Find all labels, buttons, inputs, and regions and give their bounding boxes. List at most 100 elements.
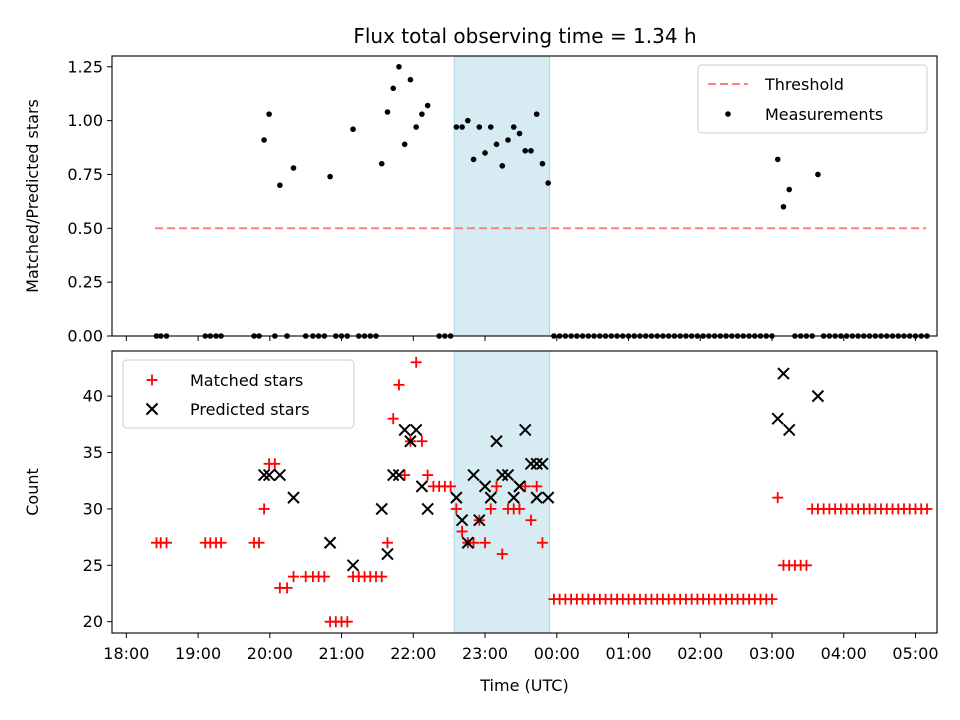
predicted-star-point [375, 502, 388, 516]
counts-y-label: Count [23, 468, 42, 516]
y-tick-label: 40 [83, 387, 103, 406]
predicted-star-point [387, 468, 400, 482]
x-tick-label: 00:00 [534, 644, 580, 663]
predicted-star-point [398, 423, 411, 437]
matched-star-point [445, 480, 457, 492]
measurement-point [476, 124, 483, 130]
matched-star-point [536, 537, 548, 549]
measurement-point [261, 137, 267, 143]
predicted-star-point [404, 435, 417, 448]
predicted-star-point [771, 412, 784, 425]
measurement-point [815, 171, 821, 178]
matched-star-point [496, 548, 508, 560]
legend-threshold-label: Threshold [764, 75, 844, 94]
counts-y-ticks: 20 25 30 35 40 [83, 387, 112, 631]
measurement-point [413, 124, 419, 130]
ratio-panel: 0.00 0.25 0.50 0.75 1.00 1.25 Matched/Predict… [23, 55, 938, 346]
matched-star-point [456, 525, 468, 537]
matched-star-point [468, 537, 480, 549]
matched-star-point [766, 593, 778, 605]
matched-star-point [376, 571, 388, 583]
y-tick-label: 30 [83, 499, 103, 518]
matched-star-point [253, 537, 265, 549]
matched-star-point [258, 503, 270, 515]
matched-star-point [410, 356, 422, 368]
x-tick-label: 20:00 [247, 644, 293, 663]
measurement-point [528, 147, 534, 154]
y-tick-label: 1.00 [67, 111, 103, 130]
predicted-star-point [450, 491, 463, 504]
predicted-star-point [346, 559, 360, 572]
measurement-point [390, 85, 397, 92]
predicted-star-point [467, 468, 480, 482]
x-tick-label: 23:00 [462, 644, 508, 663]
measurement-point [493, 141, 500, 148]
measurement-point [545, 180, 551, 186]
measurement-point [482, 150, 488, 156]
matched-star-point [479, 537, 491, 549]
measurement-point [277, 182, 283, 189]
predicted-star-point [473, 513, 486, 527]
ratio-y-label: Matched/Predicted stars [23, 99, 42, 293]
matched-star-point [399, 469, 411, 481]
matched-star-point [318, 571, 330, 583]
matched-star-points [150, 356, 933, 628]
measurement-point [465, 117, 471, 124]
predicted-star-point [524, 457, 538, 471]
measurement-point [350, 126, 356, 133]
matched-star-point [519, 480, 531, 492]
measurement-point [424, 102, 431, 109]
measurement-point [453, 124, 460, 130]
measurement-point [401, 141, 408, 148]
predicted-star-point [783, 423, 796, 437]
matched-star-point [491, 480, 503, 492]
ratio-legend-box [697, 64, 928, 134]
measurement-point [487, 124, 494, 130]
predicted-star-point [461, 536, 475, 549]
matched-star-point [513, 503, 525, 515]
ratio-axes-frame [111, 55, 938, 337]
matched-star-point [485, 503, 497, 515]
predicted-star-point [287, 491, 300, 504]
y-tick-label: 25 [83, 556, 103, 575]
measurement-point [510, 124, 517, 130]
predicted-star-point [490, 435, 503, 448]
predicted-star-point [530, 457, 543, 471]
x-tick-label: 19:00 [175, 644, 221, 663]
matched-star-point [450, 503, 462, 515]
predicted-star-point [496, 468, 509, 482]
counts-panel: 20 25 30 35 40 18:00 19:00 20:00 21:00 22:00 23:0… [23, 350, 939, 695]
predicted-star-point [421, 502, 434, 516]
matched-star-point [772, 492, 784, 504]
measurement-point [384, 109, 391, 115]
predicted-star-point [484, 491, 497, 504]
predicted-star-point [478, 480, 492, 493]
matched-star-point [525, 514, 537, 526]
measurement-point [774, 156, 781, 163]
y-tick-label: 0.00 [67, 327, 103, 346]
measurement-point [516, 130, 523, 137]
y-tick-label: 0.25 [67, 273, 103, 292]
measurement-point [266, 111, 272, 117]
observing-window-highlight-counts [453, 350, 551, 634]
predicted-star-point [455, 513, 469, 527]
measurement-point [459, 124, 465, 130]
predicted-star-point [777, 367, 790, 380]
measurement-point [780, 203, 787, 210]
predicted-star-point [507, 491, 520, 504]
measurement-point [407, 76, 414, 83]
matched-star-point [288, 571, 299, 583]
predicted-star-point [323, 536, 337, 549]
predicted-star-point [257, 468, 271, 482]
legend-predicted-label: Predicted stars [190, 400, 310, 419]
measurement-point [533, 111, 540, 117]
matched-star-point [800, 559, 812, 571]
x-axis-label: Time (UTC) [479, 676, 568, 695]
ratio-y-ticks: 0.00 0.25 0.50 0.75 1.00 1.25 [67, 57, 112, 346]
predicted-star-point [415, 480, 429, 493]
x-tick-label: 21:00 [319, 644, 365, 663]
legend-matched-label: Matched stars [190, 371, 303, 390]
matched-star-point [393, 379, 405, 391]
measurement-point [470, 156, 477, 163]
predicted-star-point [273, 468, 287, 482]
